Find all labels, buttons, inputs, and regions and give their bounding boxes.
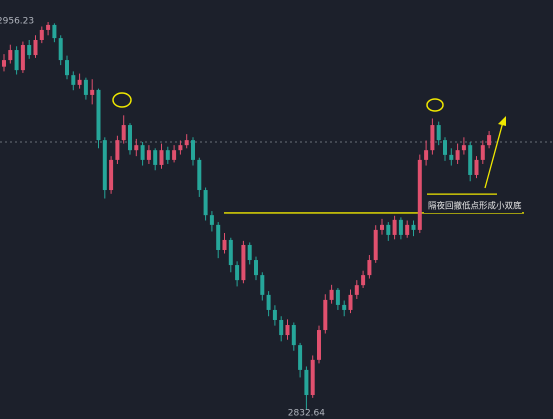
candle-body (184, 140, 189, 146)
candle-body (121, 125, 126, 141)
candle-body (90, 89, 95, 95)
candle-body (228, 239, 233, 266)
candle-body (39, 29, 44, 40)
candle-body (83, 79, 88, 95)
candle-body (241, 244, 246, 281)
candle-body (197, 159, 202, 191)
candle-body (209, 215, 214, 225)
candle-body (235, 265, 240, 281)
candle-body (33, 39, 38, 56)
candle-body (27, 45, 32, 56)
max-price-label: 2956.23 (0, 17, 34, 27)
candle-body (216, 224, 221, 250)
highlight-ellipse (426, 98, 444, 112)
candle-body (272, 309, 277, 320)
candle-body (260, 275, 265, 295)
candle-body (46, 24, 51, 30)
candle-body (367, 260, 372, 276)
candle-body (109, 159, 114, 191)
candle-body (380, 224, 384, 230)
arrow-shaft (484, 121, 504, 189)
candle-body (411, 224, 416, 230)
candle-body (310, 359, 315, 396)
candle-body (329, 289, 334, 300)
candle-body (71, 75, 76, 85)
candle-body (386, 224, 391, 235)
candle-body (373, 229, 378, 261)
candle-body (405, 224, 410, 235)
candle-body (443, 140, 447, 155)
candle-body (191, 140, 195, 160)
candle-body (65, 60, 69, 76)
candle-body (317, 330, 321, 360)
candle-body (354, 285, 359, 295)
candle-body (222, 239, 227, 250)
candle-body (20, 45, 25, 71)
candle-body (449, 154, 454, 160)
candle-body (436, 125, 441, 141)
candle-body (52, 24, 57, 39)
candle-body (115, 140, 120, 160)
candle-body (8, 50, 13, 61)
candle-body (159, 150, 164, 165)
candle-body (455, 150, 460, 160)
candle-body (304, 369, 309, 396)
candle-body (254, 260, 258, 276)
min-price-label: 2832.64 (288, 408, 325, 418)
candle-body (2, 60, 6, 67)
candle-body (468, 145, 473, 175)
candle-body (153, 150, 158, 165)
candle-body (474, 159, 479, 175)
arrow-head (498, 116, 506, 126)
candle-body (323, 299, 328, 331)
candle-body (487, 135, 492, 146)
candle-body (417, 159, 422, 230)
candle-body (285, 325, 290, 336)
candle-body (96, 89, 101, 141)
candle-body (172, 150, 177, 160)
candle-body (134, 145, 139, 151)
candle-body (178, 145, 183, 151)
candle-body (77, 79, 82, 85)
candle-body (480, 145, 485, 160)
candle-body (203, 190, 208, 216)
candle-body (361, 275, 366, 286)
candle-body (140, 145, 145, 160)
highlight-ellipse (112, 92, 132, 108)
candle-body (398, 219, 403, 235)
candle-body (291, 325, 296, 346)
annotation: 隔夜回撤低点形成小双底 (428, 201, 522, 212)
candle-body (279, 319, 284, 336)
candle-body (58, 38, 63, 61)
candle-body (342, 304, 347, 310)
candle-body (424, 150, 429, 160)
candle-body (461, 145, 466, 151)
candle-body (392, 219, 397, 235)
candle-body (128, 125, 132, 151)
candle-body (14, 50, 19, 71)
candle-body (102, 140, 107, 191)
candle-body (298, 345, 303, 370)
candle-body (165, 150, 170, 160)
candle-body (247, 244, 252, 261)
candle-body (335, 289, 340, 305)
candle-body (430, 125, 435, 151)
candle-body (266, 294, 271, 310)
annotation-bg (424, 199, 522, 213)
candle-body (146, 150, 151, 160)
candle-body (348, 294, 353, 310)
